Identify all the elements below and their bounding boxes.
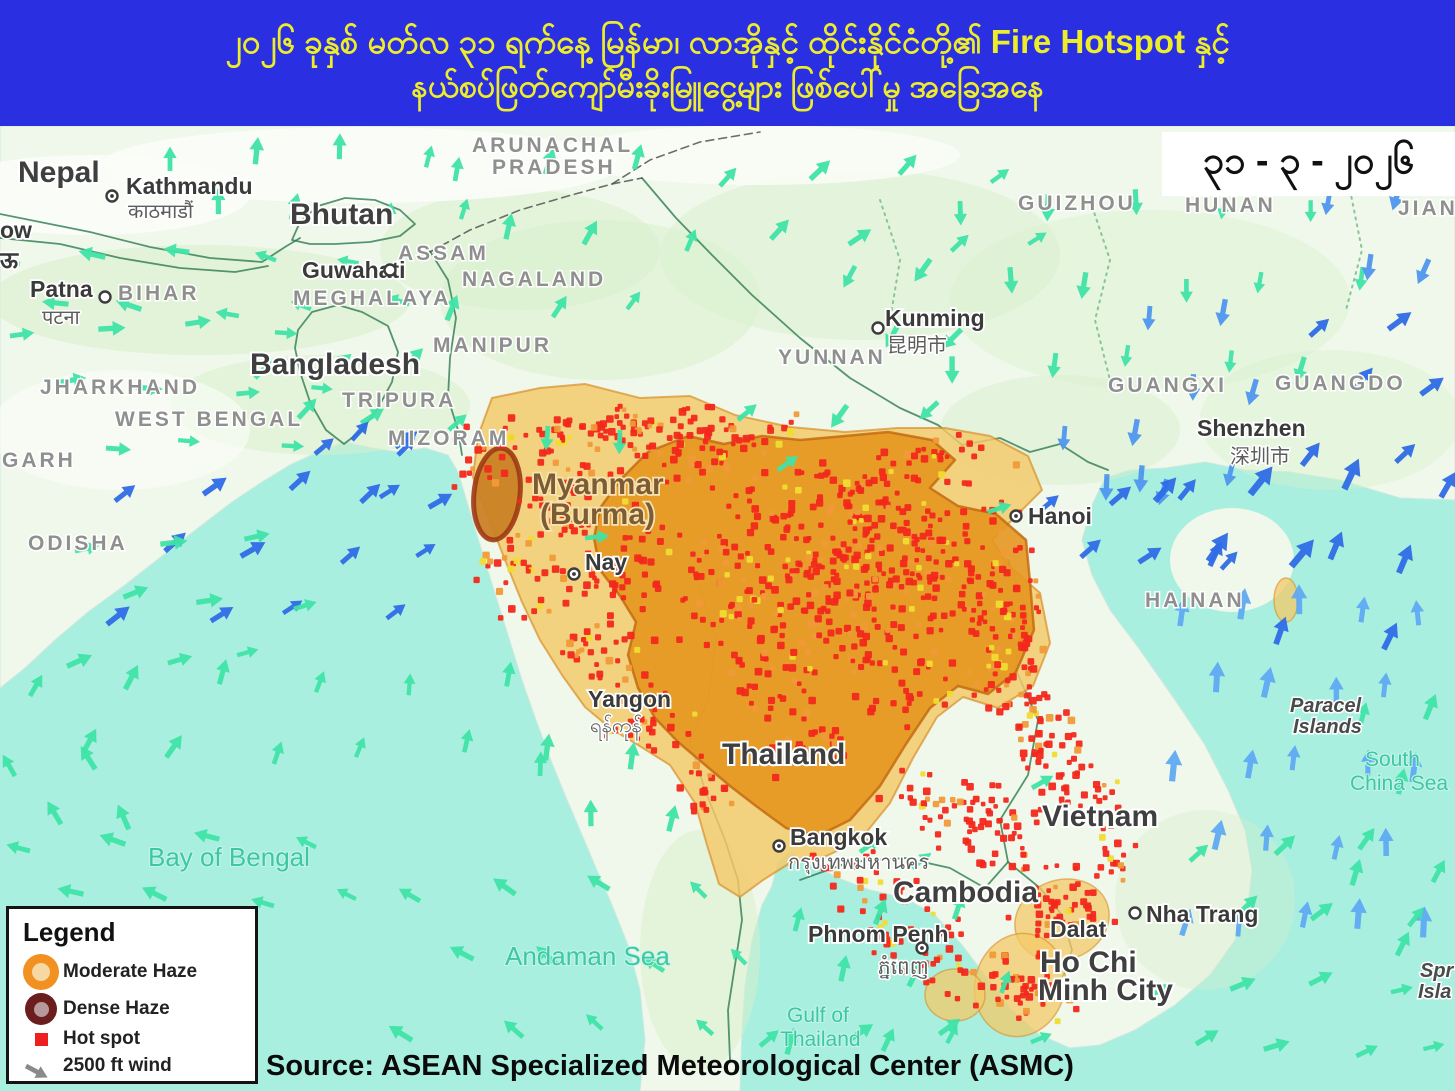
map-label--: กรุงเทพมหานคร xyxy=(788,852,929,875)
city-marker-patna xyxy=(98,290,112,304)
map-label-china-sea: China Sea xyxy=(1350,772,1448,795)
map-label-shenzhen: Shenzhen xyxy=(1197,415,1306,441)
dense-haze-icon xyxy=(19,993,63,1025)
map-label-islands: Islands xyxy=(1293,716,1362,738)
map-label-bay-of-bengal: Bay of Bengal xyxy=(148,842,310,872)
city-marker-phnom-penh xyxy=(915,941,929,955)
legend-label: Moderate Haze xyxy=(63,961,198,982)
map-label-hunan: HUNAN xyxy=(1185,194,1276,217)
legend-row-moderate-haze: Moderate Haze xyxy=(19,954,245,990)
map-label-nha-trang: Nha Trang xyxy=(1146,901,1258,927)
map-label-odisha: ODISHA xyxy=(28,532,128,555)
map-label--: 深圳市 xyxy=(1230,445,1290,468)
map-label-yangon: Yangon xyxy=(588,686,671,712)
map-label-kunming: Kunming xyxy=(885,305,985,331)
legend-label: Dense Haze xyxy=(63,998,170,1019)
legend-row-dense-haze: Dense Haze xyxy=(19,993,245,1025)
map-label--: पटना xyxy=(42,307,81,329)
map-label-bihar: BIHAR xyxy=(118,282,200,305)
city-marker-naypyidaw xyxy=(567,567,581,581)
map-label--: ऊ xyxy=(0,247,19,273)
source-attribution: Source: ASEAN Specialized Meteorological… xyxy=(266,1050,1074,1082)
map-label-nepal: Nepal xyxy=(18,156,100,189)
map-label-assam: ASSAM xyxy=(398,242,489,265)
map-label-bangkok: Bangkok xyxy=(790,824,887,850)
city-marker-hanoi xyxy=(1009,509,1023,523)
map-label-paracel: Paracel xyxy=(1290,695,1362,717)
city-markers-layer xyxy=(98,189,1142,955)
map-label-pradesh: PRADESH xyxy=(492,156,616,179)
map-label-west-bengal: WEST BENGAL xyxy=(115,408,303,431)
map-label-garh: GARH xyxy=(2,449,76,472)
map-label-thailand: Thailand xyxy=(722,738,845,771)
title-line-2: နယ်စပ်ဖြတ်ကျော်မီးခိုးမြူငွေ့များ ဖြစ်ပေ… xyxy=(411,68,1044,105)
date-box: ၃၁ - ၃ - ၂၀၂၆ xyxy=(1162,132,1455,196)
map-label-hanoi: Hanoi xyxy=(1028,503,1092,529)
map-label--: ភ្នំពេញ xyxy=(878,954,929,979)
fire-hotspots-layer xyxy=(451,403,1139,1025)
legend-row-hot-spot: Hot spot xyxy=(19,1028,245,1050)
map-label-gulf-of: Gulf of xyxy=(787,1004,849,1027)
map-label-myanmar: Myanmar xyxy=(532,468,664,501)
map-label-vietnam: Vietnam xyxy=(1042,800,1158,833)
map-label-guangdo: GUANGDO xyxy=(1275,372,1406,395)
map-label-guwahati: Guwahati xyxy=(302,257,406,283)
title-banner: ၂၀၂၆ ခုနှစ် မတ်လ ၃၁ ရက်နေ့ မြန်မာ၊ လာအို… xyxy=(0,0,1455,126)
map-label-tripura: TRIPURA xyxy=(342,389,456,412)
map-label-meghalaya: MEGHALAYA xyxy=(293,287,451,310)
map-label-phnom-penh: Phnom Penh xyxy=(808,921,949,947)
legend-title: Legend xyxy=(23,917,116,947)
map-label-andaman-sea: Andaman Sea xyxy=(505,941,670,971)
map-label-bhutan: Bhutan xyxy=(290,198,393,231)
map-label-kathmandu: Kathmandu xyxy=(126,173,253,199)
city-marker-kathmandu xyxy=(105,189,119,203)
map-label-nay: Nay xyxy=(585,549,627,575)
moderate-haze-icon xyxy=(19,954,63,990)
map-label-patna: Patna xyxy=(30,276,93,302)
map-label-thailand: Thailand xyxy=(780,1028,861,1051)
map-label--burma-: (Burma) xyxy=(540,498,655,531)
map-label-minh-city: Minh City xyxy=(1038,974,1173,1007)
map-label-guangxi: GUANGXI xyxy=(1108,374,1227,397)
legend-row-wind: 2500 ft wind xyxy=(19,1053,245,1079)
city-marker-guwahati xyxy=(383,263,397,277)
map-label-south: South xyxy=(1365,748,1420,771)
legend-label: Hot spot xyxy=(63,1028,141,1049)
map-label-isla: Isla xyxy=(1418,981,1451,1003)
map-label-spr: Spr xyxy=(1420,960,1455,982)
wind-arrow-icon xyxy=(19,1053,63,1079)
map-label-mizoram: MIZORAM xyxy=(388,427,509,450)
title-line-1: ၂၀၂၆ ခုနှစ် မတ်လ ၃၁ ရက်နေ့ မြန်မာ၊ လာအို… xyxy=(225,23,1230,61)
legend-label: 2500 ft wind xyxy=(63,1055,172,1076)
date-text: ၃၁ - ၃ - ၂၀၂၆ xyxy=(1202,140,1415,182)
map-label-yunnan: YUNNAN xyxy=(778,346,886,369)
map-label-hainan: HAINAN xyxy=(1145,589,1245,612)
map-label-arunachal: ARUNACHAL xyxy=(472,134,633,157)
map-label-bangladesh: Bangladesh xyxy=(250,348,420,381)
map-label--: ရန်ကုန် xyxy=(590,714,642,741)
map-label-nagaland: NAGALAND xyxy=(462,268,606,291)
city-marker-nha-trang xyxy=(1128,906,1142,920)
wind-arrows-layer xyxy=(0,133,1455,1059)
map-label--: 昆明市 xyxy=(887,334,947,357)
city-marker-kunming xyxy=(871,321,885,335)
map-label--: काठमाडौं xyxy=(128,200,194,223)
map-label-jharkhand: JHARKHAND xyxy=(40,376,200,399)
legend-box: Legend Moderate Haze Dense Haze Hot spot… xyxy=(6,906,258,1084)
map-label-dalat: Dalat xyxy=(1050,916,1107,942)
city-marker-bangkok xyxy=(772,839,786,853)
map-label-guizhou: GUIZHOU xyxy=(1018,192,1136,215)
map-label-ho-chi: Ho Chi xyxy=(1040,946,1137,979)
map-label-ow: ow xyxy=(0,217,32,243)
hot-spot-icon xyxy=(19,1032,63,1046)
map-label-manipur: MANIPUR xyxy=(433,334,552,357)
map-label-cambodia: Cambodia xyxy=(893,876,1038,909)
